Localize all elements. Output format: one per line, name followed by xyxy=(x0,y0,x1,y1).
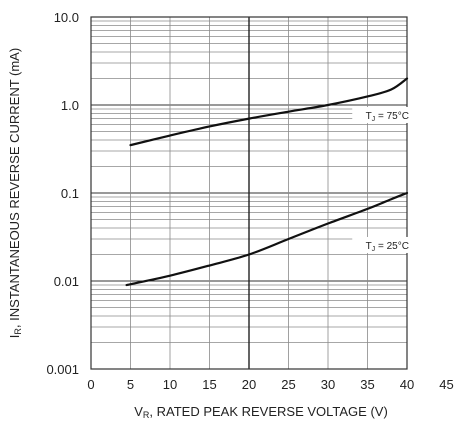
series-line-1 xyxy=(125,191,409,287)
y-tick-label: 0.001 xyxy=(46,362,79,377)
y-tick-label: 0.01 xyxy=(54,274,79,289)
x-tick-label: 30 xyxy=(321,377,335,392)
x-tick-label: 25 xyxy=(281,377,295,392)
y-axis-label-main: I xyxy=(7,335,22,339)
annotation-rest: = 25°C xyxy=(375,241,409,252)
grid xyxy=(90,16,408,370)
x-axis-label-sub: R xyxy=(143,410,150,420)
annotation-sub: J xyxy=(372,116,376,123)
x-axis-label-rest: , RATED PEAK REVERSE VOLTAGE (V) xyxy=(149,404,387,419)
annotation-rest: = 75°C xyxy=(375,111,409,122)
x-tick-label: 10 xyxy=(163,377,177,392)
annotation-backing xyxy=(352,236,423,253)
y-axis-label-sub: R xyxy=(13,328,23,335)
y-tick-label: 0.1 xyxy=(61,186,79,201)
x-tick-label: 20 xyxy=(242,377,256,392)
annotation-main: T xyxy=(366,241,372,252)
annotation-backing xyxy=(352,106,423,123)
tick-labels: 0 5 10 15 20 25 30 35 40 45 10.0 1.0 0.1 0.01 0.001 xyxy=(46,10,453,392)
y-axis-label-rest: , INSTANTANEOUS REVERSE CURRENT (mA) xyxy=(7,48,22,328)
x-tick-label: 45 xyxy=(439,377,453,392)
x-tick-label: 0 xyxy=(87,377,94,392)
series-annotation-0: TJ = 75°C xyxy=(366,111,409,123)
y-tick-label: 1.0 xyxy=(61,98,79,113)
x-tick-label: 35 xyxy=(360,377,374,392)
x-tick-label: 5 xyxy=(127,377,134,392)
series-annotation-1: TJ = 25°C xyxy=(366,241,409,253)
annotations: TJ = 75°CTJ = 25°C xyxy=(352,106,423,253)
series-curves xyxy=(125,77,409,287)
x-axis-label: VR, RATED PEAK REVERSE VOLTAGE (V) xyxy=(134,404,388,420)
x-tick-label: 15 xyxy=(202,377,216,392)
annotation-main: T xyxy=(366,111,372,122)
y-tick-label: 10.0 xyxy=(54,10,79,25)
x-axis-label-main: V xyxy=(134,404,143,419)
x-tick-label: 40 xyxy=(400,377,414,392)
series-line-0 xyxy=(129,77,409,147)
annotation-sub: J xyxy=(372,246,376,253)
y-axis-label: IR, INSTANTANEOUS REVERSE CURRENT (mA) xyxy=(7,48,23,338)
